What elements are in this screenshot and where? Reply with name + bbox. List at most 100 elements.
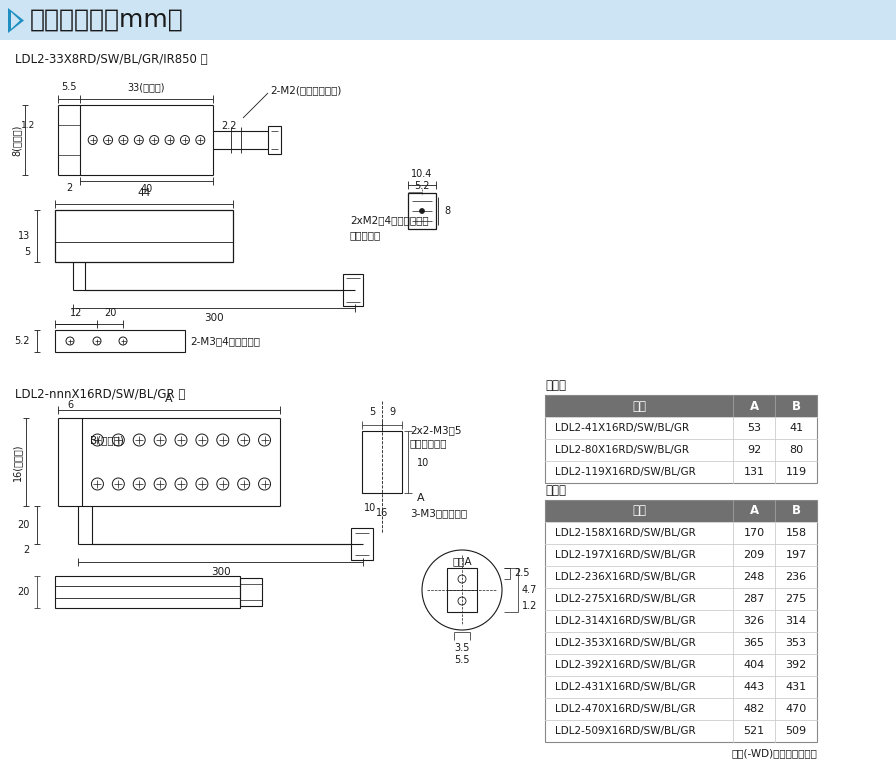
Bar <box>268 126 281 154</box>
Text: 326: 326 <box>744 616 764 626</box>
Text: 2: 2 <box>24 545 30 555</box>
Bar <box>447 568 477 612</box>
Text: 119: 119 <box>786 467 806 477</box>
Text: 5: 5 <box>369 407 375 417</box>
Text: 2: 2 <box>66 183 72 193</box>
Text: 482: 482 <box>744 704 764 714</box>
Text: 2xM2深4（对面相同）: 2xM2深4（对面相同） <box>350 215 428 225</box>
Text: 13: 13 <box>18 231 30 241</box>
Text: 431: 431 <box>786 682 806 692</box>
Text: LDL2-158X16RD/SW/BL/GR: LDL2-158X16RD/SW/BL/GR <box>555 528 696 538</box>
Text: 5.5: 5.5 <box>61 82 77 92</box>
Text: 宽型(-WD)也为相同尺寸。: 宽型(-WD)也为相同尺寸。 <box>731 748 817 758</box>
Text: 209: 209 <box>744 550 764 560</box>
Bar <box>55 330 185 352</box>
Text: 外形尺寸图（mm）: 外形尺寸图（mm） <box>30 8 184 32</box>
Text: 10: 10 <box>417 458 429 468</box>
Text: B(发光部): B(发光部) <box>90 435 124 445</box>
Text: 10: 10 <box>364 503 376 513</box>
Text: 353: 353 <box>786 638 806 648</box>
Bar <box>0 0 896 40</box>
Text: 2-M3深4（安装用）: 2-M3深4（安装用） <box>190 336 260 346</box>
Polygon shape <box>8 8 24 33</box>
Text: 2.2: 2.2 <box>221 121 237 131</box>
Text: 80: 80 <box>789 445 803 455</box>
Text: 365: 365 <box>744 638 764 648</box>
Bar <box>545 632 817 654</box>
Text: 40: 40 <box>141 184 152 194</box>
Text: LDL2-470X16RD/SW/BL/GR: LDL2-470X16RD/SW/BL/GR <box>555 704 695 714</box>
Text: 197: 197 <box>786 550 806 560</box>
Text: 5.2: 5.2 <box>414 181 430 191</box>
Polygon shape <box>11 12 20 29</box>
Text: 1.2: 1.2 <box>522 601 538 611</box>
Text: 8(发光部): 8(发光部) <box>12 124 22 155</box>
Bar <box>545 395 817 483</box>
Bar <box>545 654 817 676</box>
Text: LDL2-431X16RD/SW/BL/GR: LDL2-431X16RD/SW/BL/GR <box>555 682 696 692</box>
Text: 392: 392 <box>786 660 806 670</box>
Text: 1.2: 1.2 <box>21 121 35 130</box>
Bar <box>343 274 363 306</box>
Text: 33(发光部): 33(发光部) <box>128 82 165 92</box>
Text: B: B <box>791 505 800 517</box>
Text: 16(发光部): 16(发光部) <box>12 443 22 481</box>
Text: 2x2-M3深5: 2x2-M3深5 <box>410 425 461 435</box>
Bar <box>545 500 817 522</box>
Text: LDL2-41X16RD/SW/BL/GR: LDL2-41X16RD/SW/BL/GR <box>555 423 689 433</box>
Text: LDL2-nnnX16RD/SW/BL/GR 时: LDL2-nnnX16RD/SW/BL/GR 时 <box>15 388 185 401</box>
Text: 16: 16 <box>376 508 388 518</box>
Text: 2-M2(用于安装选件): 2-M2(用于安装选件) <box>270 85 341 95</box>
Bar <box>545 417 817 439</box>
Bar <box>55 576 240 608</box>
Bar <box>545 461 817 483</box>
Text: 型号: 型号 <box>632 400 646 413</box>
Text: 131: 131 <box>744 467 764 477</box>
Text: 314: 314 <box>786 616 806 626</box>
Text: 2.5: 2.5 <box>514 568 530 578</box>
Text: 248: 248 <box>744 572 764 582</box>
Bar <box>545 439 817 461</box>
Text: 3-M3螺帽用凹槽: 3-M3螺帽用凹槽 <box>410 508 467 518</box>
Text: （安装用）: （安装用） <box>350 230 382 240</box>
Text: 41: 41 <box>789 423 803 433</box>
Text: A: A <box>165 394 173 404</box>
Text: A: A <box>749 400 759 413</box>
Text: 型号: 型号 <box>632 505 646 517</box>
Text: 20: 20 <box>18 587 30 597</box>
Text: 5.2: 5.2 <box>14 336 30 346</box>
Text: LDL2-80X16RD/SW/BL/GR: LDL2-80X16RD/SW/BL/GR <box>555 445 689 455</box>
Text: LDL2-33X8RD/SW/BL/GR/IR850 时: LDL2-33X8RD/SW/BL/GR/IR850 时 <box>15 53 208 66</box>
Text: 521: 521 <box>744 726 764 736</box>
Text: 4.7: 4.7 <box>522 585 538 595</box>
Text: 275: 275 <box>786 594 806 604</box>
Text: 3.5: 3.5 <box>454 643 470 653</box>
Bar <box>240 578 262 606</box>
Text: LDL2-197X16RD/SW/BL/GR: LDL2-197X16RD/SW/BL/GR <box>555 550 696 560</box>
Text: 12: 12 <box>70 308 82 318</box>
Text: 20: 20 <box>104 308 116 318</box>
Text: LDL2-119X16RD/SW/BL/GR: LDL2-119X16RD/SW/BL/GR <box>555 467 696 477</box>
Text: LDL2-392X16RD/SW/BL/GR: LDL2-392X16RD/SW/BL/GR <box>555 660 696 670</box>
Text: LDL2-353X16RD/SW/BL/GR: LDL2-353X16RD/SW/BL/GR <box>555 638 696 648</box>
Text: 443: 443 <box>744 682 764 692</box>
Text: 287: 287 <box>744 594 764 604</box>
Circle shape <box>419 209 425 213</box>
Text: 标准品: 标准品 <box>545 379 566 392</box>
Text: 158: 158 <box>786 528 806 538</box>
Text: 404: 404 <box>744 660 764 670</box>
Text: B: B <box>791 400 800 413</box>
Bar <box>545 500 817 742</box>
Bar <box>55 210 233 262</box>
Bar <box>351 528 373 560</box>
Text: 详图A: 详图A <box>452 556 472 566</box>
Bar <box>545 610 817 632</box>
Text: LDL2-275X16RD/SW/BL/GR: LDL2-275X16RD/SW/BL/GR <box>555 594 696 604</box>
Text: 6: 6 <box>67 400 73 410</box>
Text: LDL2-314X16RD/SW/BL/GR: LDL2-314X16RD/SW/BL/GR <box>555 616 696 626</box>
Text: A: A <box>749 505 759 517</box>
Text: 509: 509 <box>786 726 806 736</box>
Bar <box>545 544 817 566</box>
Text: LDL2-236X16RD/SW/BL/GR: LDL2-236X16RD/SW/BL/GR <box>555 572 696 582</box>
Bar <box>545 698 817 720</box>
